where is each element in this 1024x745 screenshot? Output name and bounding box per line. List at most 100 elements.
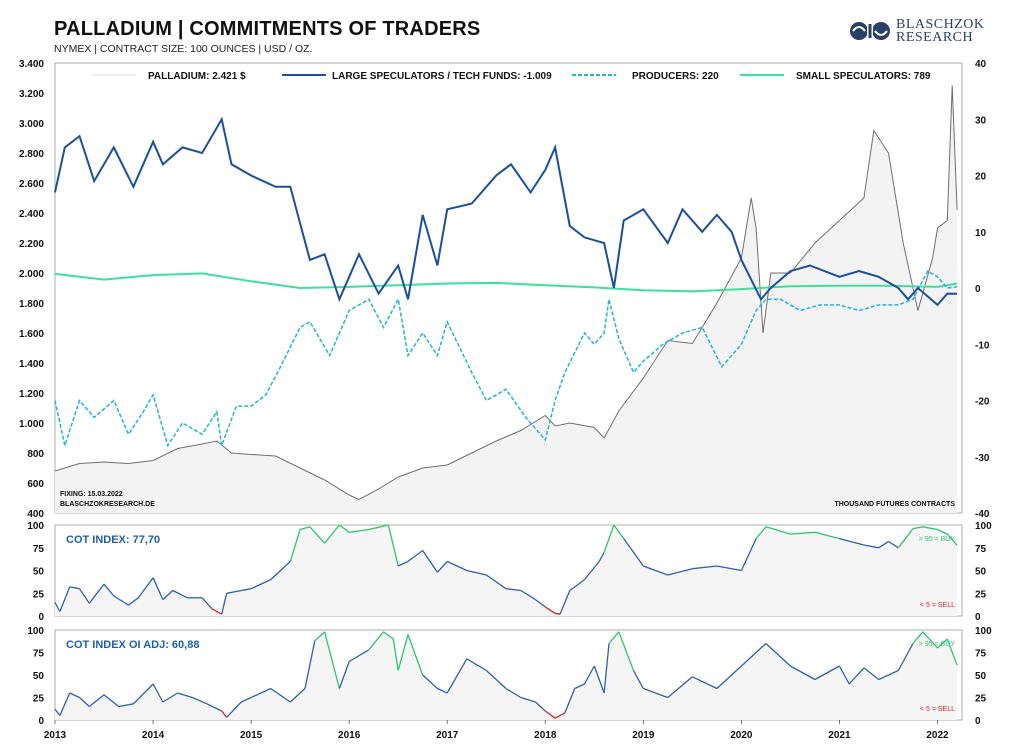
cot-index-oi-adj-segment: [765, 643, 791, 667]
y-left-tick: 1.800: [19, 299, 44, 310]
cot-index-buy-label: > 95 = BUY: [919, 536, 956, 543]
cot-index-segment: [69, 586, 80, 590]
y-left-tick: 1.600: [19, 329, 44, 340]
cot-index-segment: [250, 579, 271, 590]
cot-index-oi-adj-segment: [544, 710, 556, 719]
x-tick-label: 2018: [534, 730, 557, 741]
cot-index-segment: [103, 583, 115, 597]
cot-index-segment: [211, 608, 223, 615]
cot-index-oi-adj-segment: [848, 667, 865, 685]
cot-index-segment: [912, 526, 923, 530]
cot-index-oi-adj-segment: [221, 710, 228, 718]
cot-index-oi-adj-segment: [162, 692, 178, 703]
x-tick-label: 2021: [828, 730, 851, 741]
cot-index-segment: [583, 560, 600, 581]
small-speculators-line: [54, 272, 958, 293]
cot-index-right-tick: 25: [975, 589, 987, 600]
y-left-tick: 400: [27, 509, 44, 520]
cot-index-oi-adj-segment: [608, 631, 620, 644]
cot-index-oi-adj-left-tick: 25: [33, 694, 45, 705]
cot-index-oi-adj-title: COT INDEX OI ADJ: 60,88: [66, 639, 199, 651]
cot-index-oi-adj-segment: [118, 703, 134, 708]
y-right-tick: -40: [975, 509, 990, 520]
cot-index-oi-adj-segment: [618, 631, 635, 671]
cot-index-oi-adj-segment: [922, 631, 938, 649]
cot-index-oi-adj-segment: [632, 670, 644, 689]
cot-index-segment: [387, 524, 399, 567]
cot-index-oi-adj-segment: [897, 643, 914, 671]
cot-index-segment: [505, 588, 521, 592]
cot-index-segment: [128, 597, 139, 606]
cot-index-oi-adj-segment: [54, 708, 61, 716]
cot-index-segment: [436, 560, 448, 573]
cot-index-segment: [113, 595, 129, 606]
x-tick-label: 2022: [926, 730, 949, 741]
cot-index-segment: [78, 588, 90, 604]
cot-index-segment: [598, 551, 605, 562]
cot-index-sell-label: < 5 = SELL: [920, 602, 955, 609]
cot-index-segment: [667, 568, 693, 576]
x-tick-label: 2017: [436, 730, 459, 741]
cot-index-oi-adj-segment: [348, 649, 370, 663]
cot-index-segment: [446, 560, 468, 572]
cot-index-oi-adj-segment: [304, 640, 316, 689]
cot-index-segment: [289, 529, 301, 562]
cot-index-segment: [623, 538, 644, 567]
cot-index-oi-adj-right-tick: 25: [975, 694, 987, 705]
cot-index-oi-adj-segment: [740, 652, 757, 667]
cot-index-oi-adj-segment: [790, 665, 816, 681]
cot-index-right-tick: 100: [975, 521, 992, 532]
cot-index-oi-adj-segment: [603, 643, 610, 694]
cot-index-oi-adj-segment: [912, 631, 924, 644]
x-tick-label: 2016: [338, 730, 361, 741]
y-left-tick: 3.400: [19, 59, 44, 70]
main-panel: 4006008001.0001.2001.4001.6001.8002.0002…: [19, 59, 990, 520]
cot-index-oi-adj-left-tick: 0: [38, 716, 44, 727]
cot-index-segment: [201, 597, 213, 610]
price-area: [55, 85, 958, 513]
cot-index-oi-adj-segment: [177, 692, 193, 699]
cot-index-segment: [740, 538, 757, 571]
cot-index-segment: [613, 524, 625, 539]
cot-index-oi-adj-segment: [241, 696, 252, 703]
legend-item: PRODUCERS: 220: [572, 71, 719, 82]
cot-index-segment: [922, 526, 938, 531]
cot-index-oi-adj-segment: [226, 701, 242, 718]
cot-index-segment: [172, 589, 188, 599]
cot-index-segment: [937, 528, 948, 535]
y-left-tick: 3.000: [19, 119, 44, 130]
legend-item: SMALL SPECULATORS: 789: [740, 71, 931, 82]
cot-index-oi-adj-segment: [250, 687, 271, 699]
cot-index-oi-adj-segment: [88, 694, 105, 708]
cot-index-segment: [765, 526, 791, 535]
cot-index-segment: [559, 590, 571, 615]
cot-index-left-tick: 25: [33, 589, 45, 600]
cot-index-oi-adj-sell-label: < 5 = SELL: [920, 706, 955, 713]
cot-index-segment: [226, 589, 242, 594]
cot-index-left-tick: 75: [33, 544, 45, 555]
cot-index-oi-adj-segment: [755, 643, 767, 653]
cot-index-segment: [407, 549, 424, 562]
cot-index-segment: [897, 528, 914, 549]
cot-index-oi-adj-left-tick: 50: [33, 671, 45, 682]
cot-index-oi-adj-segment: [152, 683, 164, 703]
cot-index-segment: [88, 583, 105, 604]
cot-index-oi-adj-segment: [937, 638, 948, 649]
cot-index-segment: [569, 579, 585, 592]
cot-index-segment: [544, 606, 556, 614]
y-left-tick: 1.200: [19, 389, 44, 400]
cot-index-segment: [241, 588, 252, 592]
cot-index-oi-adj-segment: [520, 696, 536, 703]
cot-index-oi-adj-segment: [583, 665, 595, 685]
y-right-tick: 0: [975, 284, 981, 295]
cot-index-oi-adj-left-tick: 75: [33, 649, 45, 660]
cot-index-left-tick: 0: [38, 612, 44, 623]
cot-index-oi-adj-segment: [338, 661, 350, 689]
cot-index-segment: [554, 612, 561, 615]
legend-item: PALLADIUM: 2.421 $: [92, 71, 246, 82]
producers-line: [54, 270, 958, 449]
y-left-tick: 2.400: [19, 209, 44, 220]
cot-index-segment: [755, 526, 767, 540]
y-left-tick: 2.000: [19, 269, 44, 280]
website-note: BLASCHZOKRESEARCH.DE: [60, 501, 155, 508]
